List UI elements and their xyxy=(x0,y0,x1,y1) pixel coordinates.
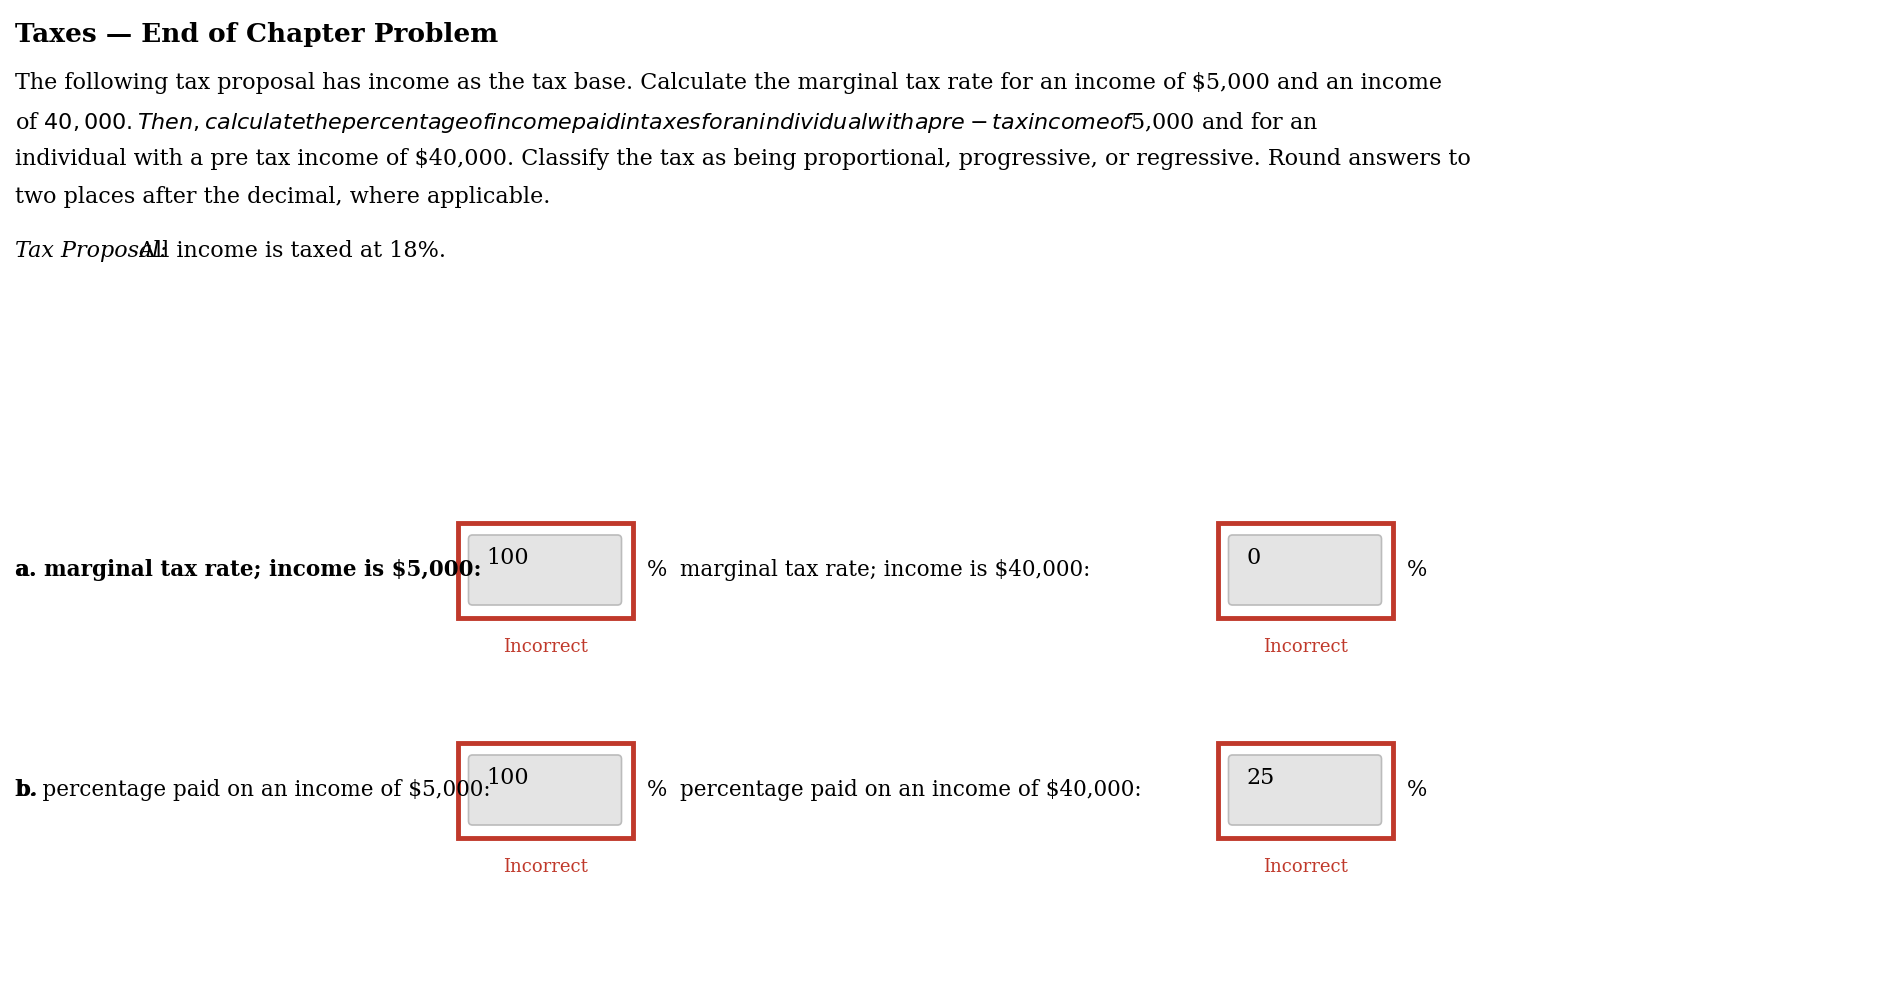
FancyBboxPatch shape xyxy=(1228,754,1381,825)
FancyBboxPatch shape xyxy=(468,754,621,825)
Text: marginal tax rate; income is $40,000:: marginal tax rate; income is $40,000: xyxy=(680,559,1090,581)
Text: %: % xyxy=(646,779,667,801)
Text: All income is taxed at 18%.: All income is taxed at 18%. xyxy=(132,240,446,262)
Text: Taxes — End of Chapter Problem: Taxes — End of Chapter Problem xyxy=(15,22,499,47)
Text: b.: b. xyxy=(15,779,38,801)
Text: b. percentage paid on an income of $5,000:: b. percentage paid on an income of $5,00… xyxy=(15,779,491,801)
Text: Incorrect: Incorrect xyxy=(1262,638,1347,656)
Text: Incorrect: Incorrect xyxy=(502,638,587,656)
Text: two places after the decimal, where applicable.: two places after the decimal, where appl… xyxy=(15,186,550,208)
Text: a. marginal tax rate; income is $5,000:: a. marginal tax rate; income is $5,000: xyxy=(15,559,482,581)
Text: The following tax proposal has income as the tax base. Calculate the marginal ta: The following tax proposal has income as… xyxy=(15,72,1441,94)
FancyBboxPatch shape xyxy=(1228,535,1381,605)
Text: of $40,000. Then, calculate the percentage of income paid in taxes for an indivi: of $40,000. Then, calculate the percenta… xyxy=(15,110,1319,135)
Text: Incorrect: Incorrect xyxy=(1262,857,1347,875)
FancyBboxPatch shape xyxy=(457,522,633,618)
Text: %: % xyxy=(1405,779,1426,801)
Text: 100: 100 xyxy=(485,547,529,569)
Text: %: % xyxy=(646,559,667,581)
Text: a.: a. xyxy=(15,559,36,581)
Text: %: % xyxy=(1405,559,1426,581)
Text: 0: 0 xyxy=(1247,547,1260,569)
FancyBboxPatch shape xyxy=(1217,742,1392,838)
Text: Tax Proposal:: Tax Proposal: xyxy=(15,240,166,262)
Text: percentage paid on an income of $40,000:: percentage paid on an income of $40,000: xyxy=(680,779,1141,801)
Text: Incorrect: Incorrect xyxy=(502,857,587,875)
FancyBboxPatch shape xyxy=(1217,522,1392,618)
FancyBboxPatch shape xyxy=(457,742,633,838)
Text: 25: 25 xyxy=(1247,767,1273,789)
Text: individual with a pre tax income of $40,000. Classify the tax as being proportio: individual with a pre tax income of $40,… xyxy=(15,148,1470,170)
Text: 100: 100 xyxy=(485,767,529,789)
FancyBboxPatch shape xyxy=(468,535,621,605)
